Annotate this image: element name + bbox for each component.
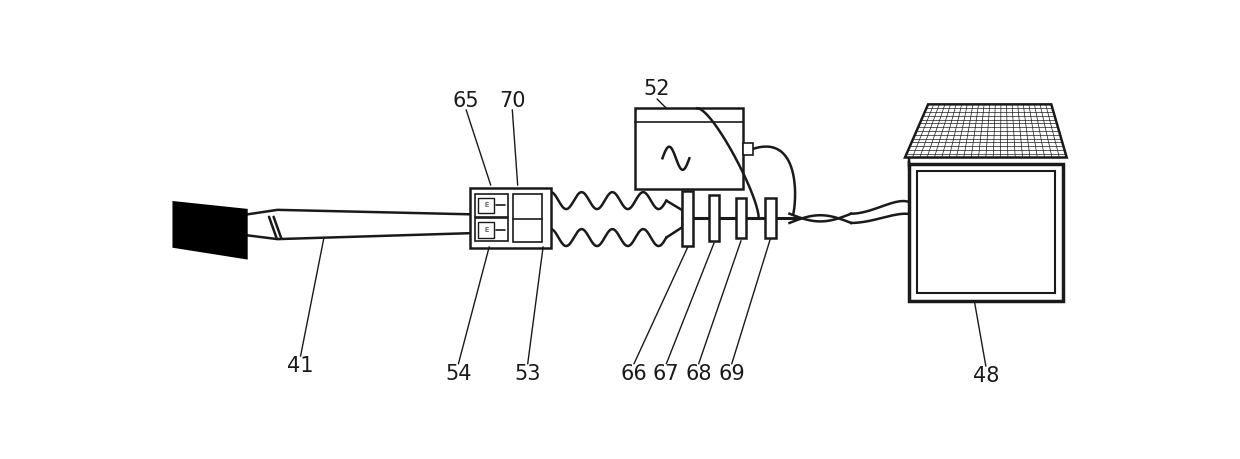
Bar <box>635 108 743 189</box>
Bar <box>475 218 508 241</box>
Bar <box>709 195 719 241</box>
Bar <box>475 194 508 217</box>
Polygon shape <box>174 202 247 258</box>
Text: 54: 54 <box>445 364 471 384</box>
Text: E: E <box>484 227 489 233</box>
Text: 69: 69 <box>718 364 745 384</box>
Bar <box>735 198 746 238</box>
Text: 52: 52 <box>644 79 671 99</box>
Bar <box>743 143 753 155</box>
Bar <box>682 190 693 246</box>
Text: 48: 48 <box>972 366 999 386</box>
Bar <box>909 164 1063 301</box>
Text: 41: 41 <box>288 356 314 376</box>
Text: 65: 65 <box>453 90 480 111</box>
Text: E: E <box>484 202 489 208</box>
Bar <box>470 188 551 248</box>
Bar <box>479 197 494 213</box>
Polygon shape <box>905 104 1066 157</box>
Bar <box>916 171 1055 293</box>
Bar <box>479 222 494 238</box>
Text: 67: 67 <box>653 364 680 384</box>
Text: 53: 53 <box>515 364 541 384</box>
Text: 68: 68 <box>686 364 712 384</box>
Text: 66: 66 <box>620 364 647 384</box>
Bar <box>513 195 542 242</box>
Text: 70: 70 <box>498 90 526 111</box>
Bar <box>765 198 776 238</box>
